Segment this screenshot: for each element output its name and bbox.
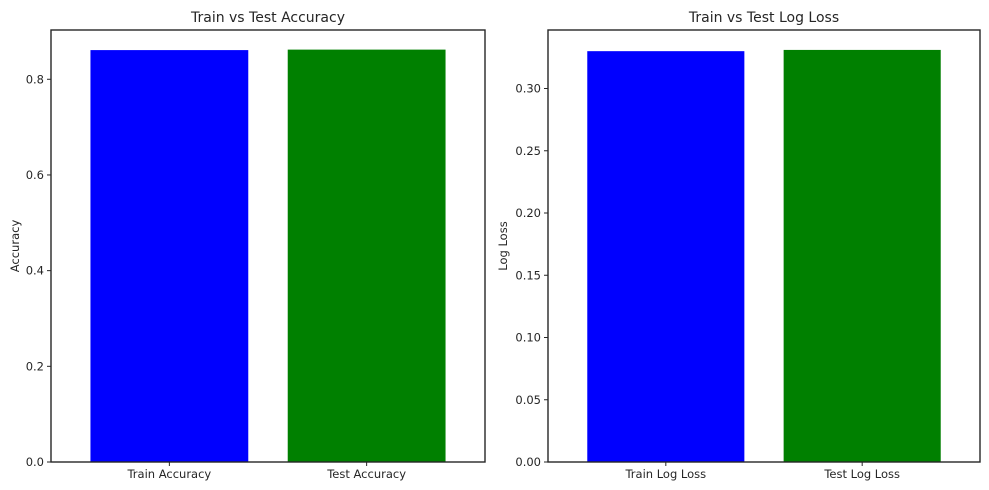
accuracy-y-tick-label: 0.6 (26, 168, 44, 182)
accuracy-chart-title: Train vs Test Accuracy (190, 10, 345, 26)
accuracy-x-tick-label: Test Accuracy (326, 467, 406, 481)
logloss-x-tick-label: Train Log Loss (624, 467, 706, 481)
logloss-bar-1 (587, 51, 745, 462)
logloss-x-tick-label: Test Log Loss (823, 467, 900, 481)
logloss-y-tick-label: 0.25 (515, 144, 541, 158)
accuracy-y-tick-label: 0.8 (26, 72, 44, 86)
logloss-y-tick-label: 0.20 (515, 206, 541, 220)
logloss-y-tick-label: 0.00 (515, 455, 541, 469)
accuracy-bar-1 (90, 50, 249, 463)
accuracy-y-ticks: 0.0 0.2 0.4 0.6 0.8 (26, 72, 51, 469)
accuracy-bars (90, 49, 446, 463)
logloss-y-tick-label: 0.05 (515, 393, 541, 407)
logloss-plot-frame (547, 29, 981, 463)
accuracy-y-tick-label: 0.4 (26, 264, 44, 278)
logloss-y-tick-label: 0.10 (515, 331, 541, 345)
accuracy-y-axis-label: Accuracy (8, 220, 22, 273)
accuracy-plot-frame (50, 29, 486, 463)
logloss-y-tick-label: 0.15 (515, 268, 541, 282)
accuracy-x-tick-label: Train Accuracy (126, 467, 211, 481)
logloss-x-ticks: Train Log Loss Test Log Loss (624, 462, 900, 481)
accuracy-x-ticks: Train Accuracy Test Accuracy (126, 462, 406, 481)
logloss-chart-title: Train vs Test Log Loss (688, 10, 839, 26)
logloss-y-ticks: 0.00 0.05 0.10 0.15 0.20 0.25 0.30 (515, 82, 548, 469)
accuracy-y-tick-label: 0.0 (26, 455, 44, 469)
logloss-bar-2 (783, 49, 941, 462)
logloss-bars (587, 49, 941, 462)
logloss-y-axis-label: Log Loss (496, 221, 510, 270)
logloss-y-tick-label: 0.30 (515, 82, 541, 96)
accuracy-bar-2 (287, 49, 446, 462)
accuracy-y-tick-label: 0.2 (26, 359, 44, 373)
logloss-chart: Train vs Test Log Loss 0.000.050.100.150… (496, 10, 981, 481)
accuracy-chart: Train vs Test Accuracy 0.0 0.2 0.4 0.6 0.8 T… (8, 10, 486, 481)
